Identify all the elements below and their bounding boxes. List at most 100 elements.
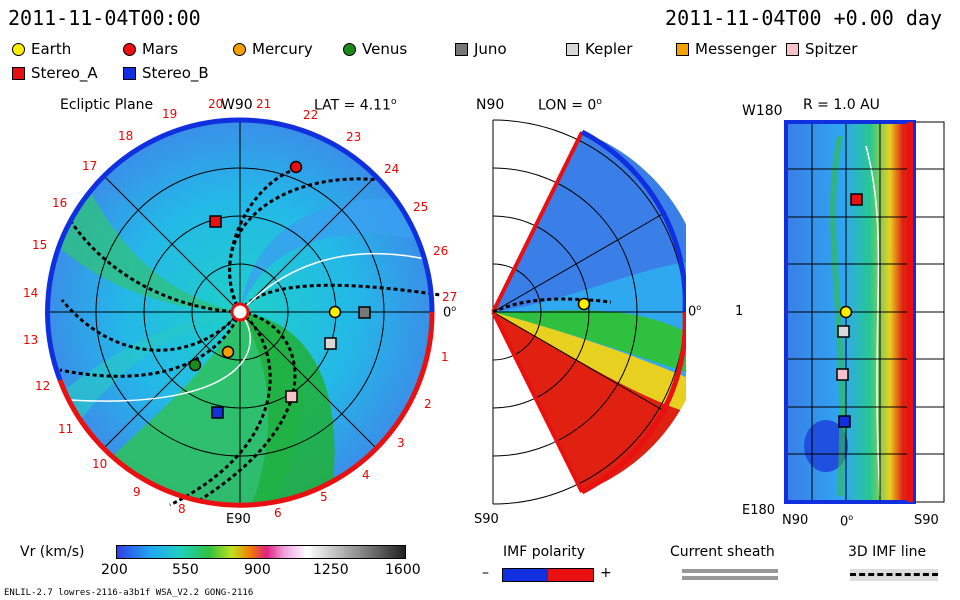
carrington-label-3: 3: [397, 436, 405, 450]
colorbar-tick-1600: 1600: [385, 562, 421, 578]
kepler-marker-radial: [837, 325, 850, 338]
earth-marker-meridional: [577, 297, 591, 311]
legend-kepler: Kepler: [566, 40, 632, 58]
ecliptic-title: Ecliptic Plane: [60, 97, 154, 113]
carrington-label-8: 8: [178, 502, 186, 516]
stereo-a-marker-radial: [850, 193, 863, 206]
carrington-label-27: 27: [442, 290, 458, 304]
imf-polarity-bar: [502, 568, 594, 582]
carrington-label-13: 13: [23, 333, 39, 347]
mercury-marker-icon: [233, 42, 246, 56]
meridional-title: LON = 0o: [538, 97, 602, 114]
carrington-label-11: 11: [58, 422, 74, 436]
radial-x-right: S90: [914, 513, 939, 528]
current-sheath-label: Current sheath: [670, 544, 775, 560]
carrington-label-4: 4: [362, 468, 370, 482]
earth-marker: [328, 305, 342, 319]
legend-earth: Earth: [12, 40, 71, 58]
stereo-b-marker-icon: [123, 66, 136, 80]
imf-minus-label: –: [482, 565, 489, 581]
fast-stream-blob: [804, 420, 848, 472]
carrington-label-2: 2: [424, 397, 432, 411]
radial-x-left: N90: [782, 513, 809, 528]
legend-stereo-b: Stereo_B: [123, 64, 209, 82]
mars-marker-icon: [123, 42, 136, 56]
stereo-a-marker: [209, 215, 222, 228]
radial-bottom-left: E180: [742, 503, 776, 518]
current-sheath-swatch: [682, 569, 778, 573]
carrington-label-5: 5: [320, 490, 328, 504]
sun-icon: [230, 302, 250, 322]
radial-title: R = 1.0 AU: [803, 97, 880, 113]
colorbar-label: Vr (km/s): [20, 544, 85, 560]
carrington-label-14: 14: [23, 286, 39, 300]
legend-stereo-a: Stereo_A: [12, 64, 98, 82]
stereo-b-marker-radial: [838, 415, 851, 428]
carrington-label-17: 17: [82, 159, 98, 173]
legend-juno: Juno: [455, 40, 507, 58]
model-footer: ENLIL-2.7 lowres-2116-a3b1f WSA_V2.2 GON…: [4, 588, 254, 598]
colorbar-tick-550: 550: [172, 562, 199, 578]
carrington-label-26: 26: [433, 244, 449, 258]
header-elapsed: 2011-11-04T00 +0.00 day: [665, 6, 942, 30]
earth-marker-icon: [12, 42, 25, 56]
stereo-b-marker: [211, 406, 224, 419]
colorbar-tick-200: 200: [101, 562, 128, 578]
colorbar-tick-1250: 1250: [313, 562, 349, 578]
carrington-label-21: 21: [256, 97, 272, 111]
juno-marker-icon: [455, 42, 468, 56]
meridional-top-label: N90: [476, 97, 505, 113]
mercury-marker: [221, 345, 235, 359]
carrington-label-16: 16: [52, 196, 68, 210]
carrington-label-12: 12: [35, 379, 51, 393]
meridional-plane-panel: [491, 119, 686, 505]
imf-line-label: 3D IMF line: [848, 544, 927, 560]
radial-x-mid: 0o: [840, 513, 854, 530]
imf-field-lines: [59, 166, 441, 507]
meridional-bottom-label: S90: [474, 512, 499, 527]
carrington-label-18: 18: [118, 129, 134, 143]
colorbar-tick-900: 900: [244, 562, 271, 578]
earth-marker-radial: [839, 305, 853, 319]
ecliptic-bottom-label: E90: [226, 512, 251, 527]
stereo-a-marker-icon: [12, 66, 25, 80]
carrington-label-15: 15: [32, 238, 48, 252]
meridional-right-label: 0o: [688, 303, 702, 320]
ecliptic-top-label: W90: [221, 97, 253, 113]
carrington-label-6: 6: [274, 506, 282, 520]
carrington-label-24: 24: [384, 162, 400, 176]
spitzer-marker: [285, 390, 298, 403]
kepler-marker: [324, 337, 337, 350]
legend-spitzer: Spitzer: [786, 40, 857, 58]
velocity-colorbar: [116, 545, 406, 559]
messenger-marker-icon: [676, 42, 689, 56]
carrington-label-9: 9: [133, 485, 141, 499]
mars-marker: [289, 160, 303, 174]
ecliptic-lat-label: LAT = 4.11o: [314, 97, 397, 114]
header-datetime: 2011-11-04T00:00: [8, 6, 201, 30]
radial-mid-left: 1: [735, 304, 744, 319]
radial-top-left: W180: [742, 103, 783, 119]
ecliptic-right-label: 0o: [443, 304, 457, 321]
imf-plus-label: +: [600, 565, 612, 581]
current-sheath-lines: [69, 252, 431, 402]
legend-mars: Mars: [123, 40, 178, 58]
carrington-label-10: 10: [92, 457, 108, 471]
spitzer-marker-icon: [786, 42, 799, 56]
carrington-label-1: 1: [441, 350, 449, 364]
carrington-label-22: 22: [303, 108, 319, 122]
spitzer-marker-radial: [836, 368, 849, 381]
imf-polarity-label: IMF polarity: [503, 544, 586, 560]
carrington-label-20: 20: [208, 97, 224, 111]
carrington-label-19: 19: [162, 107, 178, 121]
legend-messenger: Messenger: [676, 40, 776, 58]
carrington-label-23: 23: [346, 130, 362, 144]
legend-venus: Venus: [343, 40, 407, 58]
kepler-marker-icon: [566, 42, 579, 56]
radial-surface-panel: [784, 120, 945, 504]
carrington-label-25: 25: [413, 200, 429, 214]
juno-marker: [358, 306, 371, 319]
legend-mercury: Mercury: [233, 40, 313, 58]
venus-marker: [188, 358, 202, 372]
venus-marker-icon: [343, 42, 356, 56]
